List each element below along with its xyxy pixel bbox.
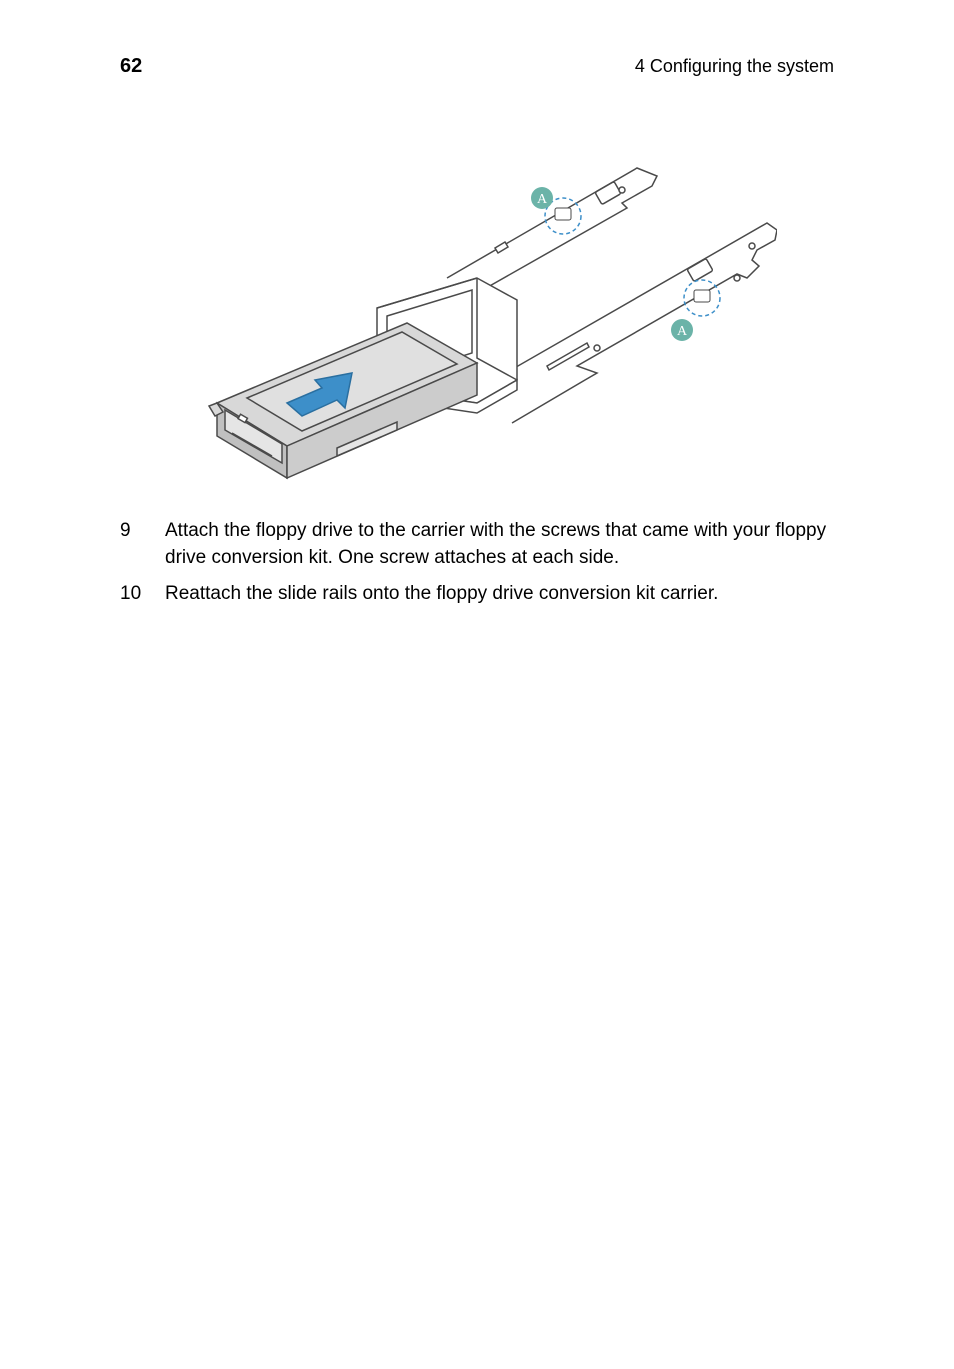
svg-text:A: A (537, 192, 548, 207)
badge-a-bottom: A (671, 319, 693, 341)
step-text: Attach the floppy drive to the carrier w… (165, 518, 834, 571)
badge-a-top: A (531, 187, 553, 209)
chapter-title: 4 Configuring the system (635, 56, 834, 77)
svg-text:A: A (677, 324, 688, 339)
step-item-9: 9 Attach the floppy drive to the carrier… (120, 518, 834, 571)
step-item-10: 10 Reattach the slide rails onto the flo… (120, 581, 834, 608)
floppy-carrier-diagram: A A (177, 148, 777, 498)
page-number: 62 (120, 55, 142, 78)
page-header: 62 4 Configuring the system (120, 55, 834, 78)
step-text: Reattach the slide rails onto the floppy… (165, 581, 834, 608)
step-number: 10 (120, 581, 165, 608)
step-list: 9 Attach the floppy drive to the carrier… (120, 518, 834, 608)
step-number: 9 (120, 518, 165, 571)
